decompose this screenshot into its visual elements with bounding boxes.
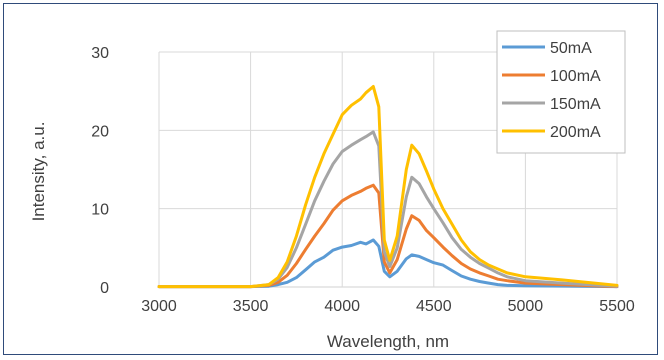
line-chart: 3000 3500 4000 4500 5000 5500 0 10 20 30 Waveleng…	[29, 30, 635, 351]
legend-label: 200mA	[550, 124, 601, 141]
y-tick-label: 30	[91, 45, 109, 62]
series-line-100mA	[157, 183, 619, 289]
legend-label: 150mA	[550, 96, 601, 113]
series-line-50mA	[157, 238, 619, 289]
series-layer	[157, 85, 619, 289]
legend-box	[496, 30, 626, 154]
x-tick-label: 5500	[599, 298, 635, 315]
legend-label: 50mA	[550, 40, 592, 57]
y-tick-label: 20	[91, 123, 109, 140]
y-axis-label: Intensity, a.u.	[29, 122, 48, 222]
y-tick-label: 10	[91, 202, 109, 219]
series-line-150mA	[157, 130, 619, 289]
x-tick-label: 3000	[141, 298, 177, 315]
x-tick-label: 5000	[508, 298, 544, 315]
x-axis-label: Wavelength, nm	[327, 332, 449, 351]
x-tick-label: 4000	[324, 298, 360, 315]
series-line-200mA	[157, 85, 619, 289]
chart-frame: 3000 3500 4000 4500 5000 5500 0 10 20 30 Waveleng…	[3, 3, 658, 355]
x-tick-label: 3500	[233, 298, 269, 315]
x-tick-label: 4500	[416, 298, 452, 315]
y-tick-label: 0	[100, 280, 109, 297]
legend: 50mA 100mA 150mA 200mA	[496, 30, 626, 154]
legend-label: 100mA	[550, 68, 601, 85]
tick-labels: 3000 3500 4000 4500 5000 5500 0 10 20 30	[91, 45, 635, 315]
